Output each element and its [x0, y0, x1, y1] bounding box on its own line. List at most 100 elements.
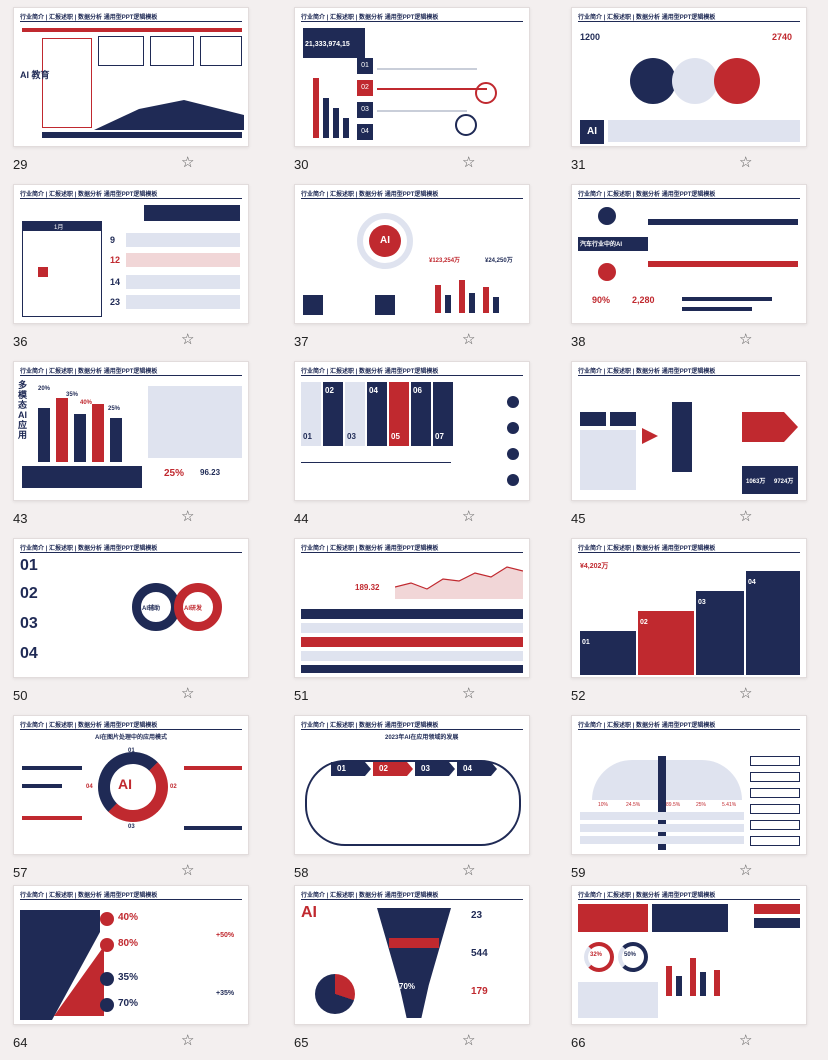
- slide-thumbnail-65[interactable]: 行业简介 | 汇报述职 | 数据分析 通用型PPT逻辑模板 AI 70% 23 …: [294, 885, 530, 1025]
- slide-cell-50: 行业简介 | 汇报述职 | 数据分析 通用型PPT逻辑模板 01 02 03 0…: [13, 538, 249, 713]
- slide-number: 36: [13, 334, 28, 349]
- step-number: 04: [369, 386, 378, 395]
- stat-value: 25%: [164, 468, 185, 479]
- slide-cell-59: 行业简介 | 汇报述职 | 数据分析 通用型PPT逻辑模板 10% 24.5% …: [571, 715, 807, 890]
- slide-heading: 行业简介 | 汇报述职 | 数据分析 通用型PPT逻辑模板: [20, 192, 158, 198]
- slide-cell-45: 行业简介 | 汇报述职 | 数据分析 通用型PPT逻辑模板 1063万 9724…: [571, 361, 807, 536]
- slide-number: 59: [571, 865, 586, 880]
- slide-number: 30: [294, 157, 309, 172]
- slide-heading: 行业简介 | 汇报述职 | 数据分析 通用型PPT逻辑模板: [301, 546, 439, 552]
- slide-thumbnail-59[interactable]: 行业简介 | 汇报述职 | 数据分析 通用型PPT逻辑模板 10% 24.5% …: [571, 715, 807, 855]
- stat-value: 40%: [80, 400, 93, 406]
- stat-value: 70%: [118, 998, 139, 1009]
- star-outline-icon[interactable]: ☆: [462, 508, 476, 525]
- star-outline-icon[interactable]: ☆: [181, 331, 195, 348]
- stat-value: 90%: [592, 295, 611, 305]
- slide-thumbnail-52[interactable]: 行业简介 | 汇报述职 | 数据分析 通用型PPT逻辑模板 ¥4,202万 01…: [571, 538, 807, 678]
- star-outline-icon[interactable]: ☆: [181, 154, 195, 171]
- step-number: 01: [128, 748, 135, 754]
- star-outline-icon[interactable]: ☆: [739, 1032, 753, 1049]
- star-outline-icon[interactable]: ☆: [739, 685, 753, 702]
- slide-thumbnail-29[interactable]: 行业简介 | 汇报述职 | 数据分析 通用型PPT逻辑模板 AI 教育: [13, 7, 249, 147]
- stat-value: 25%: [108, 406, 121, 412]
- slide-thumbnail-45[interactable]: 行业简介 | 汇报述职 | 数据分析 通用型PPT逻辑模板 1063万 9724…: [571, 361, 807, 501]
- step-number: 03: [128, 824, 135, 830]
- step-number: 04: [86, 784, 93, 790]
- slide-heading: 行业简介 | 汇报述职 | 数据分析 通用型PPT逻辑模板: [578, 15, 716, 21]
- slide-38-title: 汽车行业中的AI: [580, 242, 623, 248]
- slide-number: 29: [13, 157, 28, 172]
- step-number: 01: [357, 58, 373, 74]
- star-outline-icon[interactable]: ☆: [181, 1032, 195, 1049]
- stat-value: 20%: [38, 386, 51, 392]
- slide-thumbnail-57[interactable]: 行业简介 | 汇报述职 | 数据分析 通用型PPT逻辑模板 AI在图片处理中的应…: [13, 715, 249, 855]
- stat-value: 40%: [118, 912, 139, 923]
- star-outline-icon[interactable]: ☆: [181, 508, 195, 525]
- stat-value: 544: [471, 948, 488, 959]
- slide-thumbnail-64[interactable]: 行业简介 | 汇报述职 | 数据分析 通用型PPT逻辑模板 40% 80% 35…: [13, 885, 249, 1025]
- star-outline-icon[interactable]: ☆: [181, 685, 195, 702]
- slide-thumbnail-58[interactable]: 行业简介 | 汇报述职 | 数据分析 通用型PPT逻辑模板 2023年AI在应用…: [294, 715, 530, 855]
- stat-value: 1200: [580, 32, 601, 42]
- slide-number: 58: [294, 865, 309, 880]
- slide-thumbnail-31[interactable]: 行业简介 | 汇报述职 | 数据分析 通用型PPT逻辑模板 1200 2740 …: [571, 7, 807, 147]
- slide-thumbnail-43[interactable]: 行业简介 | 汇报述职 | 数据分析 通用型PPT逻辑模板 多模态AI应用 20…: [13, 361, 249, 501]
- slide-cell-31: 行业简介 | 汇报述职 | 数据分析 通用型PPT逻辑模板 1200 2740 …: [571, 7, 807, 182]
- star-outline-icon[interactable]: ☆: [462, 331, 476, 348]
- step-number: 04: [748, 579, 756, 586]
- star-outline-icon[interactable]: ☆: [739, 862, 753, 879]
- slide-58-title: 2023年AI在应用领域的发展: [385, 735, 459, 741]
- slide-cell-52: 行业简介 | 汇报述职 | 数据分析 通用型PPT逻辑模板 ¥4,202万 01…: [571, 538, 807, 713]
- slide-cell-64: 行业简介 | 汇报述职 | 数据分析 通用型PPT逻辑模板 40% 80% 35…: [13, 885, 249, 1060]
- star-outline-icon[interactable]: ☆: [739, 154, 753, 171]
- slide-thumbnail-38[interactable]: 行业简介 | 汇报述职 | 数据分析 通用型PPT逻辑模板 汽车行业中的AI 9…: [571, 184, 807, 324]
- slide-thumbnail-37[interactable]: 行业简介 | 汇报述职 | 数据分析 通用型PPT逻辑模板 AI ¥123,25…: [294, 184, 530, 324]
- slide-cell-51: 行业简介 | 汇报述职 | 数据分析 通用型PPT逻辑模板 189.32 51 …: [294, 538, 530, 713]
- slide-thumbnail-66[interactable]: 行业简介 | 汇报述职 | 数据分析 通用型PPT逻辑模板 32% 50%: [571, 885, 807, 1025]
- step-number: 02: [20, 585, 38, 602]
- slide-heading: 行业简介 | 汇报述职 | 数据分析 通用型PPT逻辑模板: [301, 15, 439, 21]
- slide-number: 38: [571, 334, 586, 349]
- slide-number: 64: [13, 1035, 28, 1050]
- slide-thumbnail-51[interactable]: 行业简介 | 汇报述职 | 数据分析 通用型PPT逻辑模板 189.32: [294, 538, 530, 678]
- star-outline-icon[interactable]: ☆: [739, 331, 753, 348]
- star-outline-icon[interactable]: ☆: [181, 862, 195, 879]
- stat-value: ¥24,250万: [485, 258, 513, 264]
- ai-badge: AI: [301, 904, 317, 921]
- step-number: 07: [435, 432, 444, 441]
- stat-value: 2740: [772, 32, 793, 42]
- slide-heading: 行业简介 | 汇报述职 | 数据分析 通用型PPT逻辑模板: [20, 369, 158, 375]
- slide-cell-36: 行业简介 | 汇报述职 | 数据分析 通用型PPT逻辑模板 1月 9 12 14…: [13, 184, 249, 359]
- day-number: 12: [110, 255, 121, 265]
- slide-number: 31: [571, 157, 586, 172]
- slide-number: 51: [294, 688, 309, 703]
- slide-cell-30: 行业简介 | 汇报述职 | 数据分析 通用型PPT逻辑模板 21,333,974…: [294, 7, 530, 182]
- stat-value: 2,280: [632, 295, 655, 305]
- step-number: 04: [463, 764, 472, 773]
- step-number: 03: [357, 102, 373, 118]
- star-outline-icon[interactable]: ☆: [462, 685, 476, 702]
- slide-cell-37: 行业简介 | 汇报述职 | 数据分析 通用型PPT逻辑模板 AI ¥123,25…: [294, 184, 530, 359]
- slide-cell-66: 行业简介 | 汇报述职 | 数据分析 通用型PPT逻辑模板 32% 50% 66…: [571, 885, 807, 1060]
- step-number: 04: [20, 645, 38, 662]
- slide-57-title: AI在图片处理中的应用模式: [94, 735, 167, 741]
- slide-heading: 行业简介 | 汇报述职 | 数据分析 通用型PPT逻辑模板: [578, 546, 716, 552]
- star-outline-icon[interactable]: ☆: [462, 154, 476, 171]
- slide-thumbnail-36[interactable]: 行业简介 | 汇报述职 | 数据分析 通用型PPT逻辑模板 1月 9 12 14…: [13, 184, 249, 324]
- slide-thumbnail-44[interactable]: 行业简介 | 汇报述职 | 数据分析 通用型PPT逻辑模板 01 02 03 0…: [294, 361, 530, 501]
- slide-heading: 行业简介 | 汇报述职 | 数据分析 通用型PPT逻辑模板: [20, 723, 158, 729]
- star-outline-icon[interactable]: ☆: [462, 862, 476, 879]
- step-number: 02: [357, 80, 373, 96]
- slide-thumbnail-30[interactable]: 行业简介 | 汇报述职 | 数据分析 通用型PPT逻辑模板 21,333,974…: [294, 7, 530, 147]
- slide-number: 66: [571, 1035, 586, 1050]
- stat-value: 32%: [590, 952, 603, 958]
- slide-number: 45: [571, 511, 586, 526]
- slide-cell-38: 行业简介 | 汇报述职 | 数据分析 通用型PPT逻辑模板 汽车行业中的AI 9…: [571, 184, 807, 359]
- star-outline-icon[interactable]: ☆: [462, 1032, 476, 1049]
- star-outline-icon[interactable]: ☆: [739, 508, 753, 525]
- slide-30-big-number: 21,333,974,15: [305, 41, 350, 48]
- slide-heading: 行业简介 | 汇报述职 | 数据分析 通用型PPT逻辑模板: [578, 369, 716, 375]
- slide-thumbnail-50[interactable]: 行业简介 | 汇报述职 | 数据分析 通用型PPT逻辑模板 01 02 03 0…: [13, 538, 249, 678]
- step-number: 05: [391, 432, 400, 441]
- step-number: 02: [325, 386, 334, 395]
